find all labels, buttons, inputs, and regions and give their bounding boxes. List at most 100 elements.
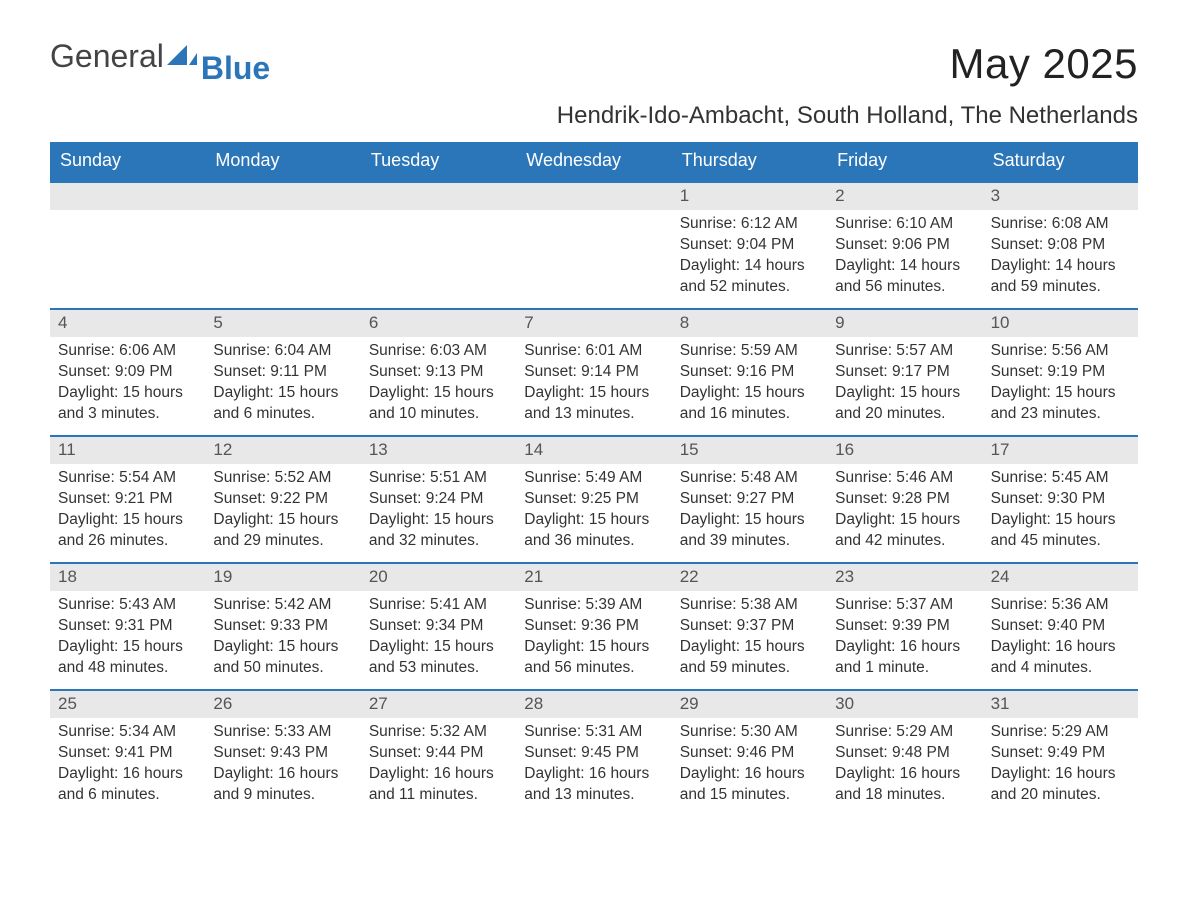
day-details: Sunrise: 6:12 AMSunset: 9:04 PMDaylight:… <box>672 210 827 304</box>
title-block: May 2025 Hendrik-Ido-Ambacht, South Holl… <box>557 40 1138 130</box>
sunrise-text: Sunrise: 6:10 AM <box>835 214 974 235</box>
sunrise-text: Sunrise: 5:57 AM <box>835 341 974 362</box>
day-details: Sunrise: 5:41 AMSunset: 9:34 PMDaylight:… <box>361 591 516 685</box>
week-row: 4Sunrise: 6:06 AMSunset: 9:09 PMDaylight… <box>50 308 1138 435</box>
day-details: Sunrise: 5:51 AMSunset: 9:24 PMDaylight:… <box>361 464 516 558</box>
day-number: 19 <box>205 564 360 591</box>
sunrise-text: Sunrise: 5:31 AM <box>524 722 663 743</box>
day-number: 24 <box>983 564 1138 591</box>
sunrise-text: Sunrise: 5:30 AM <box>680 722 819 743</box>
sunset-text: Sunset: 9:45 PM <box>524 743 663 764</box>
daylight-text: Daylight: 15 hours and 56 minutes. <box>524 637 663 679</box>
sunrise-text: Sunrise: 5:43 AM <box>58 595 197 616</box>
sunrise-text: Sunrise: 5:37 AM <box>835 595 974 616</box>
daylight-text: Daylight: 15 hours and 36 minutes. <box>524 510 663 552</box>
day-number: 9 <box>827 310 982 337</box>
daylight-text: Daylight: 16 hours and 9 minutes. <box>213 764 352 806</box>
weekday-header: Tuesday <box>361 142 516 181</box>
day-details: Sunrise: 5:45 AMSunset: 9:30 PMDaylight:… <box>983 464 1138 558</box>
day-number <box>361 183 516 210</box>
day-details: Sunrise: 6:08 AMSunset: 9:08 PMDaylight:… <box>983 210 1138 304</box>
daylight-text: Daylight: 15 hours and 23 minutes. <box>991 383 1130 425</box>
location-subtitle: Hendrik-Ido-Ambacht, South Holland, The … <box>557 102 1138 130</box>
header: General Blue May 2025 Hendrik-Ido-Ambach… <box>50 40 1138 130</box>
day-number: 8 <box>672 310 827 337</box>
day-details: Sunrise: 5:36 AMSunset: 9:40 PMDaylight:… <box>983 591 1138 685</box>
day-details: Sunrise: 5:52 AMSunset: 9:22 PMDaylight:… <box>205 464 360 558</box>
weekday-header-row: SundayMondayTuesdayWednesdayThursdayFrid… <box>50 142 1138 181</box>
daylight-text: Daylight: 14 hours and 59 minutes. <box>991 256 1130 298</box>
logo: General Blue <box>50 40 270 72</box>
sunset-text: Sunset: 9:09 PM <box>58 362 197 383</box>
day-details: Sunrise: 6:06 AMSunset: 9:09 PMDaylight:… <box>50 337 205 431</box>
sunrise-text: Sunrise: 5:46 AM <box>835 468 974 489</box>
day-cell <box>516 183 671 308</box>
sunset-text: Sunset: 9:41 PM <box>58 743 197 764</box>
day-number: 31 <box>983 691 1138 718</box>
day-cell: 24Sunrise: 5:36 AMSunset: 9:40 PMDayligh… <box>983 564 1138 689</box>
day-details: Sunrise: 6:01 AMSunset: 9:14 PMDaylight:… <box>516 337 671 431</box>
day-cell: 27Sunrise: 5:32 AMSunset: 9:44 PMDayligh… <box>361 691 516 816</box>
sunrise-text: Sunrise: 5:34 AM <box>58 722 197 743</box>
sunset-text: Sunset: 9:33 PM <box>213 616 352 637</box>
day-cell: 16Sunrise: 5:46 AMSunset: 9:28 PMDayligh… <box>827 437 982 562</box>
logo-text-general: General <box>50 40 164 72</box>
daylight-text: Daylight: 14 hours and 56 minutes. <box>835 256 974 298</box>
day-number <box>50 183 205 210</box>
sunrise-text: Sunrise: 5:56 AM <box>991 341 1130 362</box>
day-cell: 25Sunrise: 5:34 AMSunset: 9:41 PMDayligh… <box>50 691 205 816</box>
sunrise-text: Sunrise: 6:04 AM <box>213 341 352 362</box>
day-details: Sunrise: 5:30 AMSunset: 9:46 PMDaylight:… <box>672 718 827 812</box>
daylight-text: Daylight: 15 hours and 42 minutes. <box>835 510 974 552</box>
day-cell: 11Sunrise: 5:54 AMSunset: 9:21 PMDayligh… <box>50 437 205 562</box>
day-number: 26 <box>205 691 360 718</box>
day-cell: 7Sunrise: 6:01 AMSunset: 9:14 PMDaylight… <box>516 310 671 435</box>
day-cell: 14Sunrise: 5:49 AMSunset: 9:25 PMDayligh… <box>516 437 671 562</box>
day-number: 4 <box>50 310 205 337</box>
day-details: Sunrise: 5:56 AMSunset: 9:19 PMDaylight:… <box>983 337 1138 431</box>
daylight-text: Daylight: 15 hours and 20 minutes. <box>835 383 974 425</box>
day-number: 1 <box>672 183 827 210</box>
day-cell: 6Sunrise: 6:03 AMSunset: 9:13 PMDaylight… <box>361 310 516 435</box>
day-details: Sunrise: 5:34 AMSunset: 9:41 PMDaylight:… <box>50 718 205 812</box>
day-details: Sunrise: 5:29 AMSunset: 9:49 PMDaylight:… <box>983 718 1138 812</box>
daylight-text: Daylight: 15 hours and 59 minutes. <box>680 637 819 679</box>
day-number: 22 <box>672 564 827 591</box>
sail-icon <box>167 43 197 65</box>
day-cell: 8Sunrise: 5:59 AMSunset: 9:16 PMDaylight… <box>672 310 827 435</box>
day-number: 25 <box>50 691 205 718</box>
weekday-header: Sunday <box>50 142 205 181</box>
day-number: 15 <box>672 437 827 464</box>
week-row: 25Sunrise: 5:34 AMSunset: 9:41 PMDayligh… <box>50 689 1138 816</box>
daylight-text: Daylight: 16 hours and 18 minutes. <box>835 764 974 806</box>
sunset-text: Sunset: 9:13 PM <box>369 362 508 383</box>
sunset-text: Sunset: 9:08 PM <box>991 235 1130 256</box>
sunrise-text: Sunrise: 6:01 AM <box>524 341 663 362</box>
day-details: Sunrise: 5:32 AMSunset: 9:44 PMDaylight:… <box>361 718 516 812</box>
daylight-text: Daylight: 16 hours and 11 minutes. <box>369 764 508 806</box>
day-number: 21 <box>516 564 671 591</box>
day-number: 2 <box>827 183 982 210</box>
sunrise-text: Sunrise: 5:45 AM <box>991 468 1130 489</box>
day-details: Sunrise: 5:33 AMSunset: 9:43 PMDaylight:… <box>205 718 360 812</box>
day-number: 7 <box>516 310 671 337</box>
sunset-text: Sunset: 9:44 PM <box>369 743 508 764</box>
day-cell <box>50 183 205 308</box>
daylight-text: Daylight: 15 hours and 16 minutes. <box>680 383 819 425</box>
day-details: Sunrise: 5:31 AMSunset: 9:45 PMDaylight:… <box>516 718 671 812</box>
sunset-text: Sunset: 9:17 PM <box>835 362 974 383</box>
day-cell: 17Sunrise: 5:45 AMSunset: 9:30 PMDayligh… <box>983 437 1138 562</box>
day-cell: 23Sunrise: 5:37 AMSunset: 9:39 PMDayligh… <box>827 564 982 689</box>
day-cell: 2Sunrise: 6:10 AMSunset: 9:06 PMDaylight… <box>827 183 982 308</box>
day-number <box>205 183 360 210</box>
daylight-text: Daylight: 15 hours and 3 minutes. <box>58 383 197 425</box>
day-number: 17 <box>983 437 1138 464</box>
sunset-text: Sunset: 9:16 PM <box>680 362 819 383</box>
day-number <box>516 183 671 210</box>
day-number: 29 <box>672 691 827 718</box>
day-cell: 28Sunrise: 5:31 AMSunset: 9:45 PMDayligh… <box>516 691 671 816</box>
logo-text-blue: Blue <box>201 52 270 84</box>
sunset-text: Sunset: 9:37 PM <box>680 616 819 637</box>
daylight-text: Daylight: 16 hours and 4 minutes. <box>991 637 1130 679</box>
day-cell: 21Sunrise: 5:39 AMSunset: 9:36 PMDayligh… <box>516 564 671 689</box>
